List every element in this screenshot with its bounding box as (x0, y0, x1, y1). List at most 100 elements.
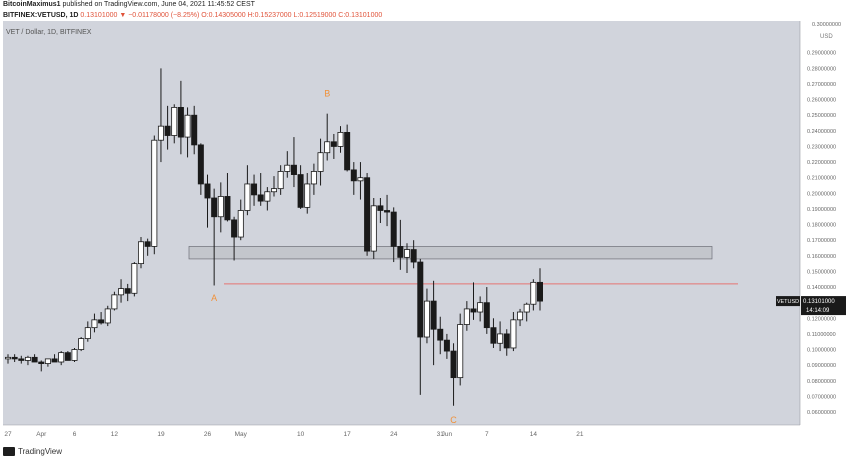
candle (184, 107, 191, 158)
date-tick-label: May (235, 431, 248, 438)
ohlc-values: O:0.14305000 H:0.15237000 L:0.12519000 C… (201, 12, 383, 19)
candle (523, 302, 530, 322)
brand-name: TradingView (18, 447, 63, 456)
candle (390, 207, 397, 263)
publisher-line: BitcoinMaximus1 published on TradingView… (3, 1, 255, 8)
candle-body (157, 125, 164, 141)
candle (350, 162, 357, 195)
candle-body (483, 302, 490, 329)
tradingview-logo-icon (3, 447, 15, 456)
candle (11, 354, 18, 363)
candle-body (397, 246, 404, 258)
candle (384, 194, 391, 227)
candle (537, 268, 544, 311)
candle (503, 329, 510, 356)
candle-body (270, 188, 277, 193)
candle-body (197, 144, 204, 185)
candle-body (31, 356, 38, 363)
candle (410, 240, 417, 269)
candle (38, 360, 45, 372)
candle-body (51, 358, 58, 363)
date-tick-label: Jun (442, 431, 453, 438)
wave-label: C (450, 415, 457, 425)
date-tick-label: Apr (36, 431, 47, 438)
candle (51, 354, 58, 363)
candle-body (517, 311, 524, 321)
candle-body (251, 183, 258, 196)
candle-body (5, 356, 11, 360)
candle (423, 288, 430, 344)
candle-body (390, 211, 397, 247)
date-tick-label: 26 (204, 431, 212, 438)
candle-body (211, 197, 218, 218)
price-tick-label: 0.17000000 (807, 238, 836, 244)
candle-body (364, 177, 371, 252)
candle-body (537, 281, 544, 302)
candle (330, 133, 337, 159)
candle (284, 151, 291, 178)
candle-body (44, 358, 51, 364)
candle-body (437, 328, 444, 341)
countdown-text: 14:14:09 (806, 308, 830, 314)
candle-body (64, 352, 71, 361)
price-tick-label: 0.14000000 (807, 285, 836, 291)
price-tick-label: 0.30000000 (812, 22, 841, 28)
candle-body (78, 338, 85, 350)
candle-body (423, 300, 430, 338)
candle-body (324, 141, 331, 154)
candle-body (297, 174, 304, 208)
chart-title: VET / Dollar, 1D, BITFINEX (6, 29, 92, 36)
candle (231, 216, 238, 261)
candle (377, 198, 384, 223)
candle-body (11, 356, 18, 360)
price-tick-label: 0.15000000 (807, 269, 836, 275)
candle (244, 165, 251, 216)
published-text: published on TradingView.com, June 04, 2… (62, 1, 255, 8)
date-tick-label: 31 (437, 431, 445, 438)
candle-body (317, 152, 324, 172)
candle (530, 279, 537, 311)
candle-body (164, 125, 171, 136)
candle-body (111, 294, 118, 310)
candle-body (84, 327, 91, 339)
candle (304, 173, 311, 214)
candle (124, 283, 131, 302)
candle-body (237, 210, 244, 238)
candle-body (337, 132, 344, 147)
wave-label: A (211, 293, 217, 303)
candle-body (204, 183, 211, 199)
candle (18, 355, 25, 364)
candle (470, 282, 477, 320)
candle (483, 287, 490, 334)
footer-brand[interactable]: TradingView (3, 447, 62, 456)
last-price-text: 0.13101000 (803, 299, 835, 305)
candle-body (330, 141, 337, 147)
candle (111, 291, 118, 311)
price-tick-label: 0.21000000 (807, 176, 836, 182)
candle-body (231, 219, 238, 238)
last-price-tag (801, 296, 846, 316)
candle (277, 165, 284, 195)
candle (237, 199, 244, 241)
price-tick-label: 0.28000000 (807, 66, 836, 72)
date-tick-label: 19 (157, 431, 165, 438)
candle (463, 301, 470, 331)
candle-body (131, 263, 138, 294)
wave-label: B (324, 88, 330, 98)
candle-body (191, 114, 198, 146)
date-tick-label: 10 (297, 431, 305, 438)
price-tick-label: 0.27000000 (807, 82, 836, 88)
price-tick-label: 0.12000000 (807, 316, 836, 322)
candle (217, 182, 224, 233)
candle-body (118, 288, 125, 296)
candle-body (124, 288, 131, 294)
candle (297, 165, 304, 209)
candle-body (24, 356, 31, 361)
candle (31, 354, 38, 363)
candle (430, 280, 437, 366)
candle-body (384, 210, 391, 213)
candle-body (304, 183, 311, 208)
candle (164, 105, 171, 150)
candle (78, 337, 85, 352)
candle (197, 143, 204, 195)
